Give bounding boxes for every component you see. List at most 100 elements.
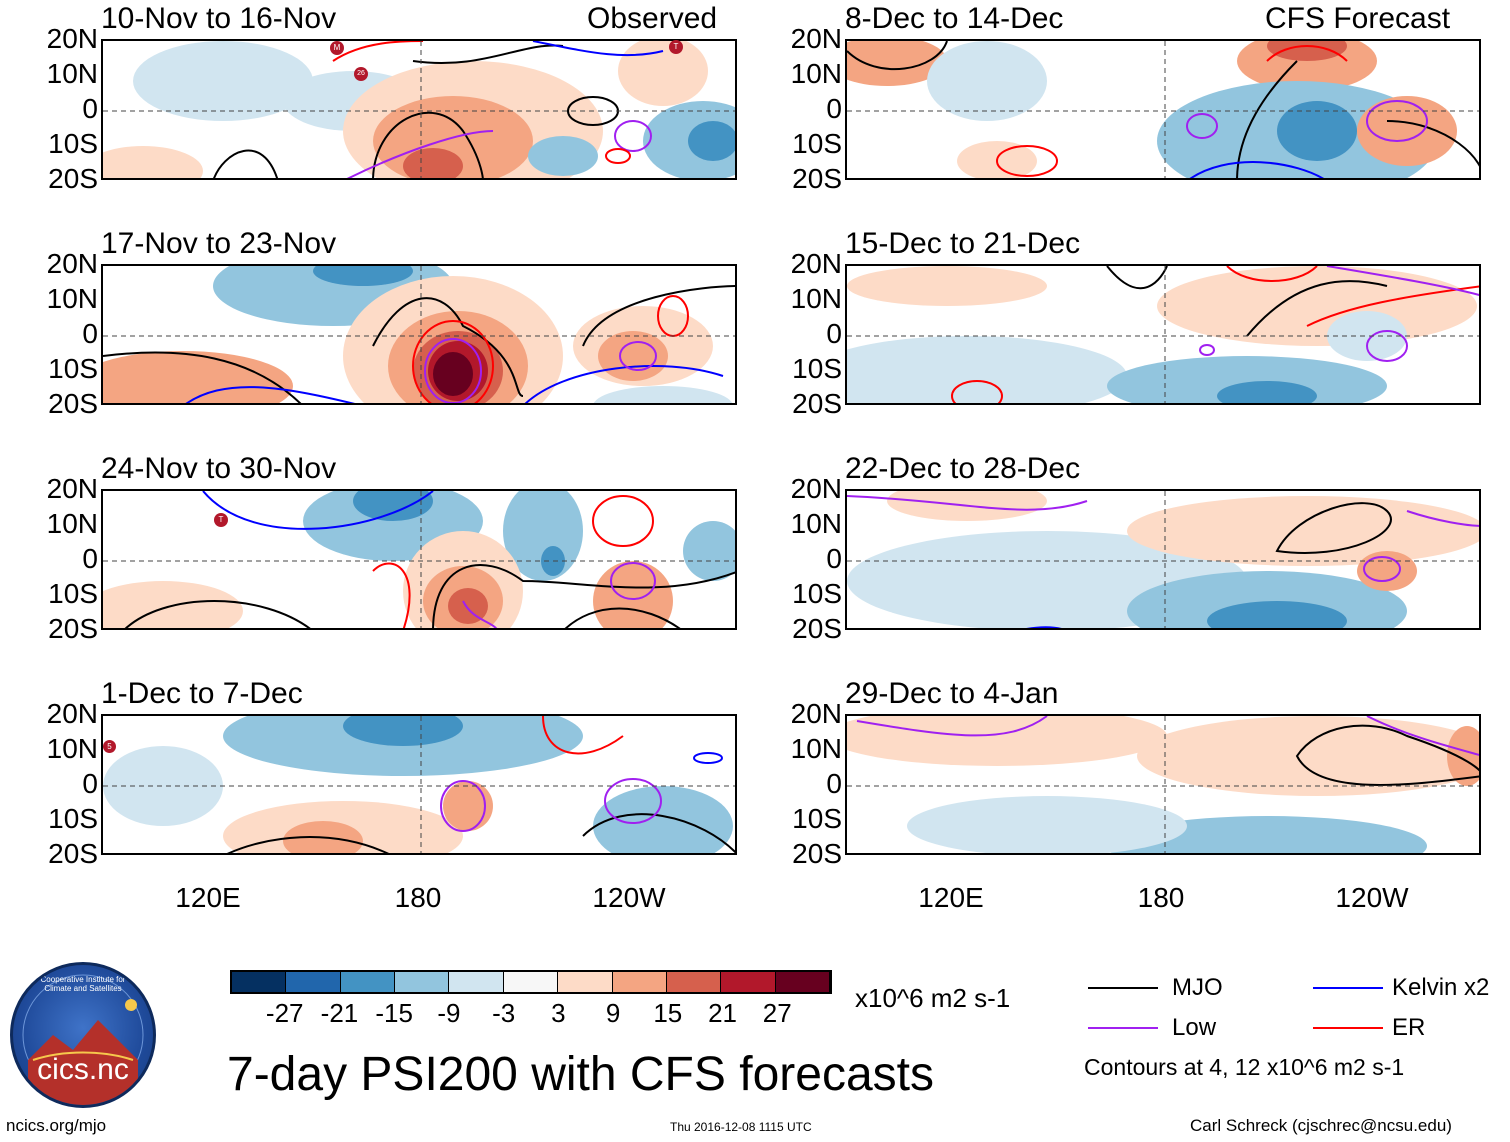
panel-title-right-3: 22-Dec to 28-Dec [845,452,1081,485]
forecast-label: CFS Forecast [1265,2,1451,35]
colorbar-swatch [232,972,287,992]
colorbar-tick-label: -21 [320,998,359,1028]
map-panel-right-4 [845,714,1481,855]
lat-label: 20N [790,698,842,729]
lat-label: 10N [790,58,842,89]
observed-label: Observed [587,2,718,35]
colorbar-tick-label: -27 [265,998,304,1028]
lat-label: 0 [826,93,842,124]
legend-er-line [1313,1027,1383,1029]
map-panel-right-2 [845,264,1481,405]
lat-label: 10S [792,578,842,609]
lon-label-120e-left: 120E [175,882,241,913]
lat-label: 10N [790,283,842,314]
lat-label: 20N [46,23,98,54]
colorbar-units: x10^6 m2 s-1 [855,983,1011,1013]
lat-label: 0 [826,543,842,574]
lat-label: 10S [48,128,98,159]
lat-label: 20S [48,163,98,194]
lat-label: 10N [46,733,98,764]
lat-label: 10N [46,508,98,539]
storm-marker: 5 [103,740,116,753]
logo-text: cics.nc [37,1053,129,1086]
colorbar-swatch [775,972,830,992]
map-panel-right-1 [845,39,1481,180]
panel-title-left-1: 10-Nov to 16-Nov [101,2,337,35]
footer-timestamp: Thu 2016-12-08 1115 UTC [670,1120,812,1134]
colorbar-tick-label: -3 [492,998,516,1028]
legend-er-label: ER [1392,1014,1426,1041]
logo-ring-text: Cooperative Institute for Climate and Sa… [40,975,126,993]
storm-marker: M [330,41,344,55]
lat-label: 20N [790,473,842,504]
lat-label: 10S [792,803,842,834]
lat-label: 0 [826,768,842,799]
cicsnc-logo: Cooperative Institute for Climate and Sa… [10,962,156,1108]
lat-label: 10N [790,508,842,539]
lat-label: 10S [48,803,98,834]
colorbar-swatch [340,972,396,992]
legend-contours-note: Contours at 4, 12 x10^6 m2 s-1 [1084,1054,1405,1080]
lat-label: 20N [46,473,98,504]
map-panel-left-2 [101,264,737,405]
storm-marker: T [669,40,683,54]
lat-label: 0 [826,318,842,349]
lat-label: 0 [82,543,98,574]
colorbar-tick-label: 3 [551,998,566,1028]
lat-label: 20S [792,163,842,194]
lon-label-180-right: 180 [1137,882,1185,913]
colorbar-swatch [286,972,341,992]
storm-marker: 26 [354,67,368,81]
panel-title-left-4: 1-Dec to 7-Dec [101,677,303,710]
lat-label: 10S [48,353,98,384]
panel-title-left-3: 24-Nov to 30-Nov [101,452,337,485]
lat-label: 0 [82,318,98,349]
legend-kelvin-label: Kelvin x2 [1392,974,1490,1001]
colorbar [230,970,832,994]
colorbar-swatch [449,972,504,992]
lat-label: 20N [46,248,98,279]
legend-low-line [1088,1027,1158,1029]
lat-label: 10S [48,578,98,609]
map-panel-left-3 [101,489,737,630]
colorbar-tick-label: 15 [653,998,683,1028]
footer-credit: Carl Schreck (cjschrec@ncsu.edu) [1190,1116,1452,1135]
panel-title-right-4: 29-Dec to 4-Jan [845,677,1059,710]
lat-label: 20S [48,838,98,869]
colorbar-swatch [666,972,722,992]
map-panel-left-1 [101,39,737,180]
lat-label: 20N [46,698,98,729]
colorbar-swatch [558,972,613,992]
lat-label: 10S [792,353,842,384]
colorbar-swatch [721,972,776,992]
colorbar-tick-label: -9 [437,998,461,1028]
lat-label: 10S [792,128,842,159]
legend-mjo-line [1088,987,1158,989]
lat-label: 20S [48,613,98,644]
colorbar-swatch [612,972,667,992]
main-title: 7-day PSI200 with CFS forecasts [227,1048,934,1101]
colorbar-tick-label: 9 [605,998,621,1028]
lat-label: 10N [46,283,98,314]
lat-label: 10N [46,58,98,89]
lat-label: 0 [82,768,98,799]
lat-label: 20S [792,838,842,869]
colorbar-tick-label: 21 [708,998,737,1028]
footer-url[interactable]: ncics.org/mjo [6,1116,107,1135]
lat-label: 20S [48,388,98,419]
legend-kelvin-line [1313,987,1383,989]
lat-label: 20S [792,388,842,419]
storm-marker: T [214,513,228,527]
legend-mjo-label: MJO [1172,974,1223,1001]
lat-label: 20N [790,23,842,54]
lat-label: 10N [790,733,842,764]
panel-title-right-2: 15-Dec to 21-Dec [845,227,1081,260]
lon-label-120w-right: 120W [1335,882,1409,913]
map-panel-left-4 [101,714,737,855]
lon-label-120w-left: 120W [592,882,666,913]
lon-label-180-left: 180 [394,882,442,913]
legend-low-label: Low [1172,1014,1217,1041]
lon-label-120e-right: 120E [918,882,984,913]
lat-label: 20N [790,248,842,279]
map-panel-right-3 [845,489,1481,630]
